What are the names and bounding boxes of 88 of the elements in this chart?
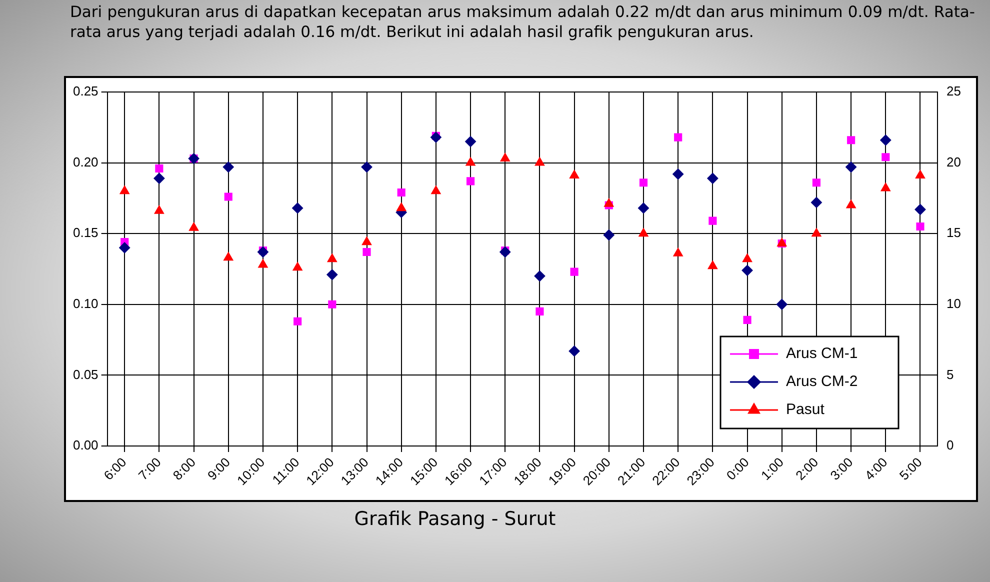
point xyxy=(224,192,232,201)
y-tick-label: 0.20 xyxy=(72,154,98,170)
point xyxy=(327,254,337,262)
point xyxy=(466,177,475,186)
point xyxy=(708,260,718,270)
y2-tick-label: 25 xyxy=(946,84,962,99)
point xyxy=(810,196,822,208)
point xyxy=(397,188,406,197)
point xyxy=(569,170,580,179)
point xyxy=(431,186,441,194)
point xyxy=(396,202,406,212)
point xyxy=(154,172,165,184)
x-tick-label: 5:00 xyxy=(896,454,925,484)
point xyxy=(672,168,684,180)
x-tick-label: 1:00 xyxy=(758,454,787,484)
point xyxy=(673,248,683,256)
point xyxy=(812,178,820,187)
point xyxy=(466,157,476,166)
point xyxy=(603,230,614,240)
legend-label: Arus CM-2 xyxy=(786,373,858,390)
y-tick-label: 0.15 xyxy=(72,225,98,240)
x-tick-label: 3:00 xyxy=(827,454,856,484)
point xyxy=(743,316,752,324)
legend-label: Arus CM-1 xyxy=(786,345,858,362)
y-tick-label: 0.05 xyxy=(72,366,98,382)
point xyxy=(155,164,164,172)
point xyxy=(916,222,924,231)
point xyxy=(776,298,788,310)
y2-tick-label: 5 xyxy=(946,366,954,382)
x-tick-label: 8:00 xyxy=(170,454,198,484)
point xyxy=(707,172,718,184)
point xyxy=(742,254,752,262)
y2-tick-label: 20 xyxy=(946,154,962,170)
y-tick-label: 0.00 xyxy=(72,438,98,453)
y2-tick-label: 15 xyxy=(946,225,962,240)
point xyxy=(639,178,648,187)
y2-tick-label: 10 xyxy=(946,296,962,311)
point xyxy=(362,236,372,246)
point xyxy=(570,268,578,276)
point xyxy=(812,228,822,237)
point xyxy=(430,132,442,143)
point xyxy=(294,317,302,326)
point xyxy=(188,222,199,231)
point xyxy=(674,133,682,142)
point xyxy=(742,264,753,276)
point xyxy=(292,202,304,214)
point xyxy=(534,157,545,166)
point xyxy=(880,182,890,192)
point xyxy=(847,136,856,144)
point xyxy=(568,346,580,357)
point xyxy=(120,186,130,194)
y-tick-label: 0.10 xyxy=(72,296,98,311)
point xyxy=(154,205,164,214)
point xyxy=(362,248,371,256)
y2-tick-label: 0 xyxy=(946,438,954,453)
point xyxy=(328,300,336,308)
point xyxy=(222,162,234,173)
x-tick-label: 6:00 xyxy=(100,454,130,484)
point xyxy=(846,162,857,173)
point xyxy=(846,200,856,208)
point xyxy=(914,204,926,216)
point xyxy=(536,307,544,316)
text: Grafik Pasang - Surut xyxy=(353,508,557,530)
point xyxy=(119,242,130,254)
x-tick-label: 9:00 xyxy=(204,454,234,484)
x-tick-label: 0:00 xyxy=(723,454,752,484)
point xyxy=(224,252,234,261)
point xyxy=(326,269,338,280)
legend-label: Pasut xyxy=(786,401,826,418)
point xyxy=(638,202,649,214)
point xyxy=(258,259,268,268)
point xyxy=(500,246,511,258)
point xyxy=(465,136,476,148)
y-tick-label: 0.25 xyxy=(72,84,98,99)
point xyxy=(638,228,648,237)
point xyxy=(882,153,890,162)
x-tick-label: 4:00 xyxy=(862,454,890,484)
point xyxy=(880,134,892,146)
text: Dari pengukuran arus di dapatkan kecepatan arus maksimum adalah 0.22 m/dt dan arus minimum 0.09 m/dt. Rata-rata arus yang terjadi adalah 0.16 m/dt. Berikut ini adalah hasil grafik pengukuran arus. xyxy=(70,2,975,42)
point xyxy=(292,262,302,271)
point xyxy=(604,198,614,207)
point xyxy=(257,246,268,258)
point xyxy=(708,216,717,225)
point xyxy=(915,170,926,179)
x-tick-label: 7:00 xyxy=(135,454,164,484)
point xyxy=(534,270,546,282)
point xyxy=(361,162,372,173)
point xyxy=(500,153,510,162)
